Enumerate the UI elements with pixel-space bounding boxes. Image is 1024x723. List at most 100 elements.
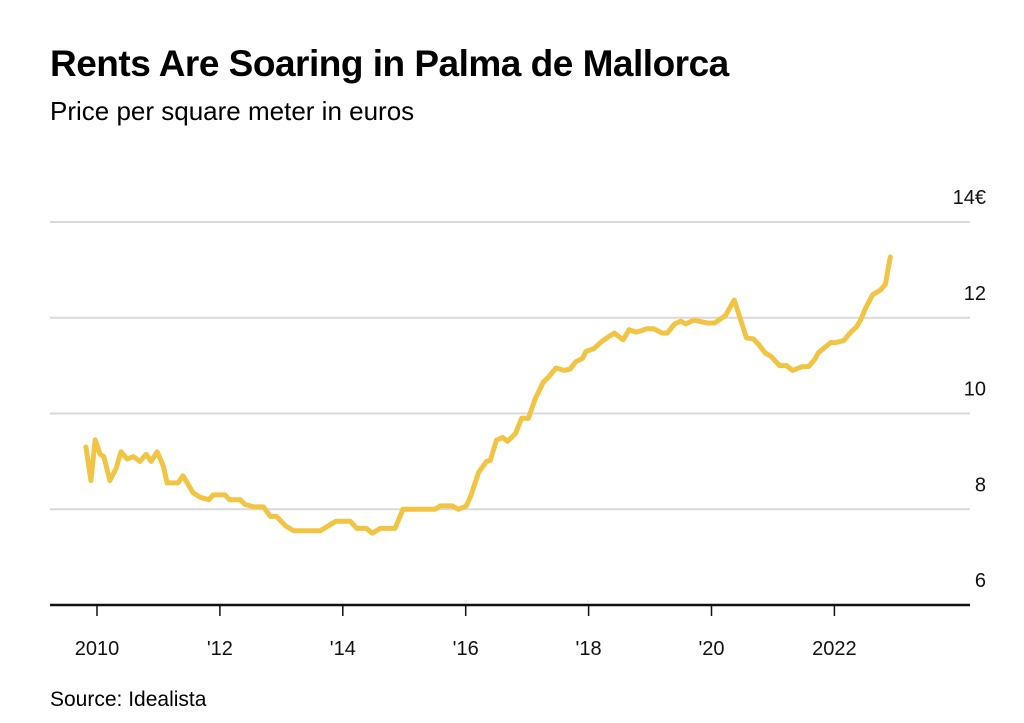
data-point <box>573 359 578 364</box>
gridlines <box>50 221 970 511</box>
data-point <box>526 416 531 421</box>
data-point <box>854 324 859 329</box>
data-point <box>190 490 195 495</box>
y-tick-label: 6 <box>975 570 986 592</box>
data-point <box>93 437 98 442</box>
data-point <box>107 478 112 483</box>
data-point <box>541 380 546 385</box>
data-point <box>751 336 756 341</box>
series-line-rent-price <box>83 254 893 536</box>
data-point <box>401 507 406 512</box>
data-point <box>206 497 211 502</box>
data-point <box>354 526 359 531</box>
x-tick-label: '12 <box>207 638 233 660</box>
data-point <box>790 368 795 373</box>
data-point <box>138 459 143 464</box>
data-point <box>816 350 821 355</box>
data-point <box>732 298 737 303</box>
data-point <box>639 328 644 333</box>
data-point <box>464 503 469 508</box>
data-point <box>833 340 838 345</box>
data-point <box>784 363 789 368</box>
data-point <box>476 470 481 475</box>
data-point <box>144 452 149 457</box>
data-point <box>370 531 375 536</box>
data-point <box>438 503 443 508</box>
data-point <box>769 354 774 359</box>
data-point <box>261 504 266 509</box>
data-point <box>500 435 505 440</box>
y-tick-label: 12 <box>964 283 986 305</box>
data-point <box>131 454 136 459</box>
data-point <box>433 507 438 512</box>
data-point <box>211 492 216 497</box>
data-point <box>870 292 875 297</box>
data-point <box>691 318 696 323</box>
data-point <box>806 364 811 369</box>
data-point <box>149 459 154 464</box>
data-point <box>705 321 710 326</box>
data-point <box>627 327 632 332</box>
data-point <box>606 334 611 339</box>
data-point <box>456 507 461 512</box>
data-point <box>858 317 863 322</box>
data-point <box>494 438 499 443</box>
data-point <box>114 466 119 471</box>
data-point <box>238 497 243 502</box>
source-note: Source: Idealista <box>50 688 207 711</box>
chart-title: Rents Are Soaring in Palma de Mallorca <box>50 43 729 84</box>
data-point <box>450 503 455 508</box>
data-point <box>863 307 868 312</box>
data-point <box>268 514 273 519</box>
data-point <box>222 492 227 497</box>
y-tick-label: 8 <box>975 474 986 496</box>
data-point <box>513 431 518 436</box>
data-point <box>712 321 717 326</box>
data-point <box>125 457 130 462</box>
data-point <box>393 526 398 531</box>
data-point <box>519 416 524 421</box>
data-point <box>274 514 279 519</box>
data-point <box>651 326 656 331</box>
data-point <box>165 480 170 485</box>
data-point <box>88 478 93 483</box>
data-point <box>468 494 473 499</box>
data-point <box>101 454 106 459</box>
data-point <box>83 445 88 450</box>
data-point <box>291 528 296 533</box>
data-point <box>665 331 670 336</box>
data-point <box>644 326 649 331</box>
data-point <box>599 339 604 344</box>
data-point <box>562 368 567 373</box>
data-point <box>407 507 412 512</box>
data-point <box>763 350 768 355</box>
data-point <box>252 504 257 509</box>
data-point <box>841 338 846 343</box>
data-point <box>176 480 181 485</box>
data-point <box>878 288 883 293</box>
data-point <box>777 363 782 368</box>
x-axis: 2010 '12 '14 '16 '18 '20 2022 <box>50 603 970 660</box>
data-point <box>756 342 761 347</box>
data-point <box>568 367 573 372</box>
data-point <box>161 464 166 469</box>
data-point <box>828 340 833 345</box>
data-point <box>660 331 665 336</box>
chart-subtitle: Price per square meter in euros <box>50 96 415 126</box>
data-point <box>584 349 589 354</box>
data-point <box>812 357 817 362</box>
data-point <box>580 356 585 361</box>
data-point <box>612 331 617 336</box>
x-tick-label: '14 <box>330 638 356 660</box>
data-point <box>198 495 203 500</box>
data-point <box>633 330 638 335</box>
data-point <box>348 519 353 524</box>
data-point <box>378 526 383 531</box>
data-point <box>678 319 683 324</box>
data-point <box>119 449 124 454</box>
y-tick-label: 10 <box>964 379 986 401</box>
data-point <box>672 322 677 327</box>
data-point <box>364 526 369 531</box>
data-point <box>546 375 551 380</box>
